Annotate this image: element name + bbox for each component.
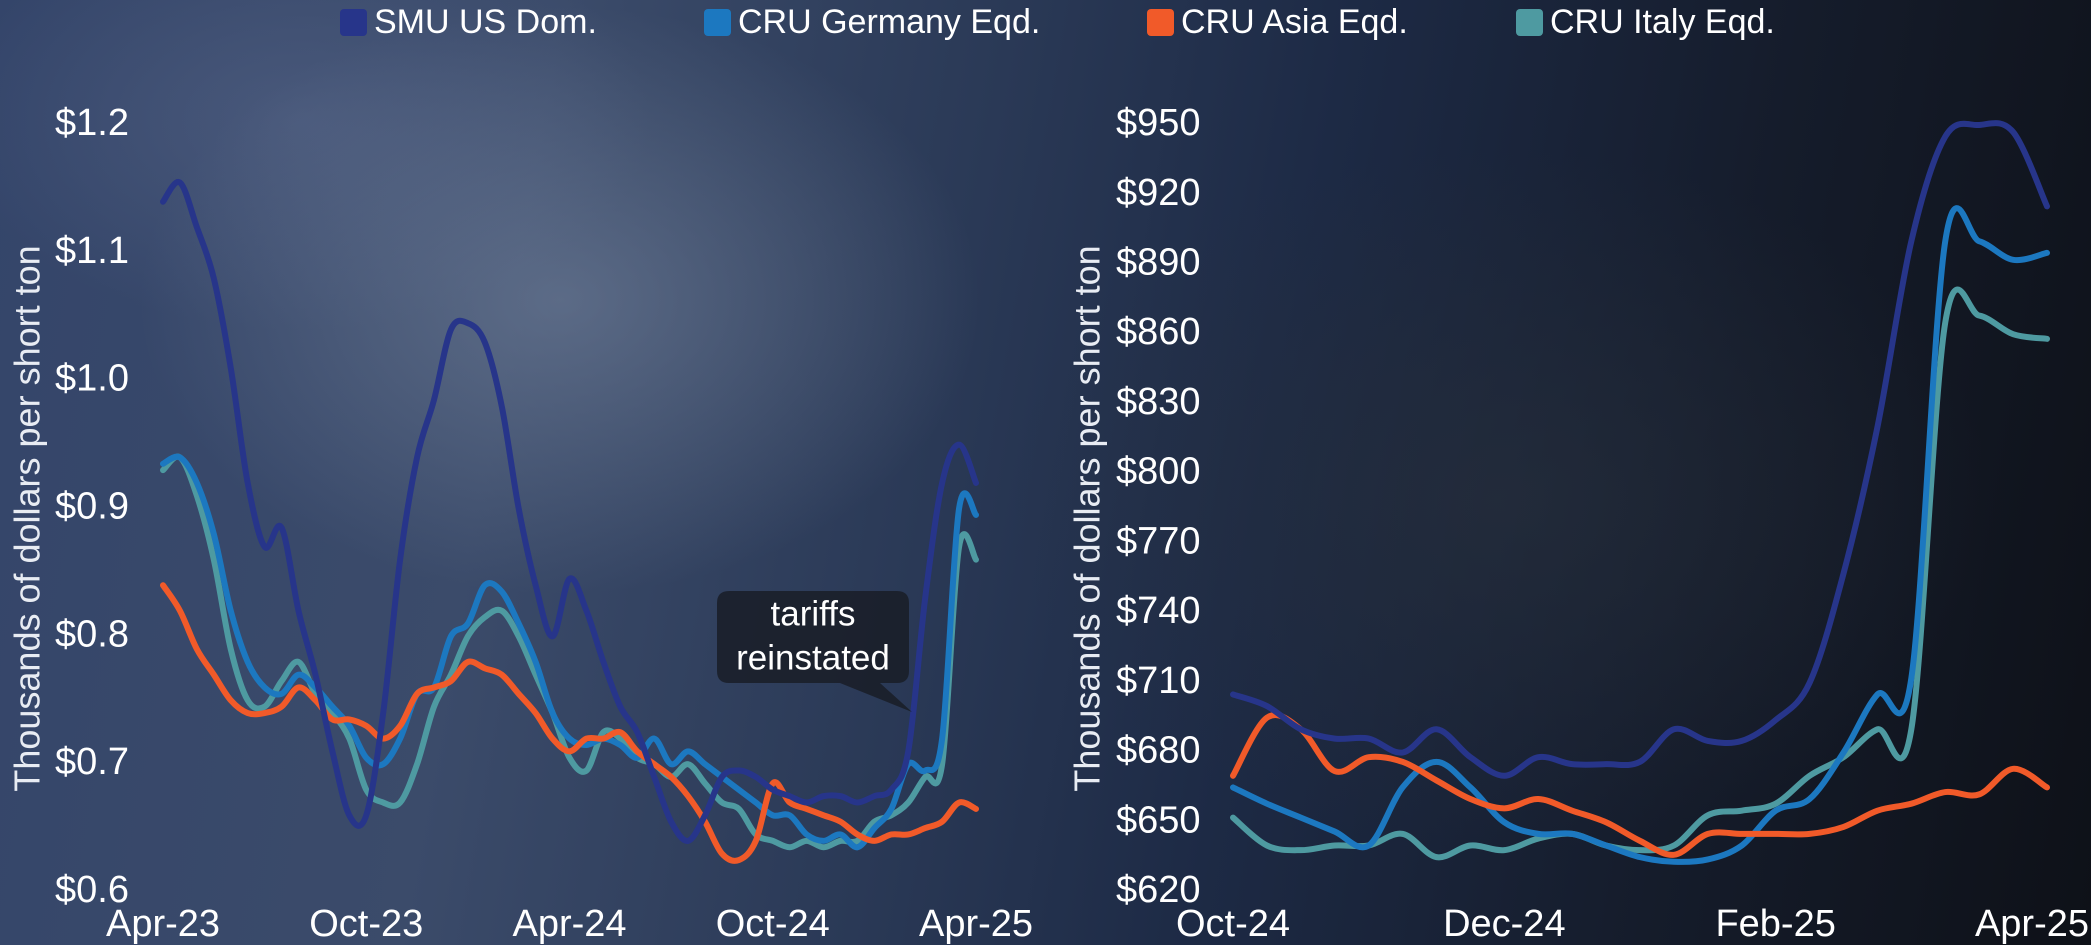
x-tick-label: Oct-24 [1176,903,1290,945]
y-tick-label: $860 [1116,311,1201,353]
series-line [1230,286,2050,861]
y-tick-label: $830 [1116,381,1201,423]
legend-label: CRU Germany Eqd. [738,3,1040,41]
y-tick-label: $1.1 [55,230,129,272]
x-tick-label: Apr-25 [919,903,1033,945]
y-tick-label: $0.6 [55,869,129,911]
legend-label: CRU Asia Eqd. [1181,3,1408,41]
legend-swatch [1147,9,1174,36]
y-tick-label: $710 [1116,660,1201,702]
legend-item: CRU Asia Eqd. [1147,3,1408,41]
x-tick-label: Dec-24 [1443,903,1566,945]
legend-swatch [1516,9,1543,36]
series-line [1230,205,2050,865]
y-tick-label: $740 [1116,590,1201,632]
annotation: tariffs reinstated [717,591,912,712]
series-line [160,178,979,844]
y-axis-title: Thousands of dollars per short ton [1067,245,1108,791]
y-tick-label: $620 [1116,869,1201,911]
y-tick-label: $770 [1116,520,1201,562]
y-tick-label: $0.9 [55,486,129,528]
y-tick-label: $0.7 [55,741,129,783]
x-tick-label: Oct-24 [716,903,830,945]
y-tick-label: $1.0 [55,358,129,400]
plot: $0.6 $0.7 $0.8 $0.9 $1.0 $1.1 $1.2 Apr-23 Oct-23… [7,102,1034,945]
y-tick-label: $680 [1116,730,1201,772]
legend-label: SMU US Dom. [374,3,597,41]
legend-swatch [704,9,731,36]
x-tick-label: Apr-25 [1975,903,2089,945]
y-tick-label: $650 [1116,799,1201,841]
x-tick-label: Apr-23 [106,903,220,945]
legend-item: SMU US Dom. [340,3,597,41]
y-tick-label: $1.2 [55,102,129,144]
legend-item: CRU Italy Eqd. [1516,3,1775,41]
plot: $620 $650 $680 $710 $740 $770 $800 $830 $860 $890… [1067,102,2089,945]
x-tick-label: Apr-24 [512,903,626,945]
series-line [1230,712,2050,858]
legend-item: CRU Germany Eqd. [704,3,1040,41]
legend-swatch [340,9,367,36]
x-tick-label: Feb-25 [1715,903,1835,945]
legend-label: CRU Italy Eqd. [1550,3,1775,41]
y-tick-label: $950 [1116,102,1201,144]
y-tick-label: $800 [1116,451,1201,493]
annotation-text: tariffs [771,594,856,633]
y-tick-label: $890 [1116,241,1201,283]
y-axis-title: Thousands of dollars per short ton [7,245,48,791]
y-tick-label: $0.8 [55,613,129,655]
annotation-text: reinstated [736,638,890,677]
annotation-callout [717,591,912,712]
series-line [160,453,979,851]
y-tick-label: $920 [1116,172,1201,214]
series-line [160,582,979,864]
x-tick-label: Oct-23 [309,903,423,945]
series-line [1230,120,2050,779]
